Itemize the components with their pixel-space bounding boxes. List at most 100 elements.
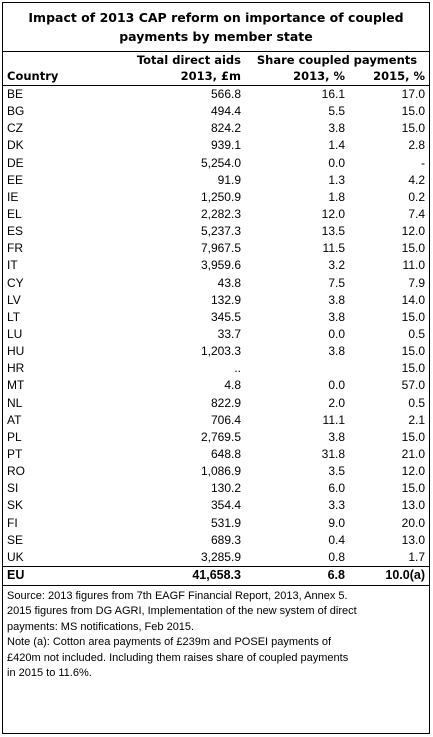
direct-aids-cell: 2,769.5 (200, 429, 241, 444)
country-cell: UK (7, 549, 24, 564)
table-row: BE 566.8 16.1 17.0 (3, 86, 429, 104)
country-cell: BG (7, 104, 25, 119)
share-2013-cell: 0.8 (328, 549, 345, 564)
direct-aids-cell: 824.2 (210, 121, 241, 136)
country-cell: EE (7, 172, 24, 187)
source-line-2: 2015 figures from DG AGRI, Implementatio… (7, 605, 357, 618)
direct-aids-cell: 132.9 (210, 292, 241, 307)
header-2015-pct: 2015, % (349, 68, 429, 86)
table-row: SK 354.4 3.3 13.0 (3, 497, 429, 514)
direct-aids-cell: 3,959.6 (200, 258, 241, 273)
country-cell: PT (7, 447, 23, 462)
share-2015-cell: 0.5 (408, 395, 425, 410)
share-2015-cell: 10.0(a) (349, 565, 429, 586)
table-title-line-1: Impact of 2013 CAP reform on importance … (28, 10, 404, 25)
eu-total-row: EU 41,658.3 6.8 10.0(a) (3, 565, 429, 586)
share-2015-cell: 7.4 (408, 207, 425, 222)
table-row: HR.. 15.0 (3, 360, 429, 377)
share-2015-cell: 15.0 (401, 361, 425, 376)
share-2013-cell: 0.4 (328, 532, 345, 547)
note-line-3: in 2015 to 11.6%. (7, 667, 92, 680)
country-cell: SI (7, 481, 19, 496)
country-cell: NL (7, 395, 23, 410)
share-2015-cell: 13.0 (401, 532, 425, 547)
table-row: EL 2,282.3 12.0 7.4 (3, 206, 429, 223)
direct-aids-cell: 1,203.3 (200, 344, 241, 359)
share-2013-cell: 1.8 (328, 189, 345, 204)
share-2015-cell: 15.0 (401, 481, 425, 496)
share-2015-cell: - (421, 155, 425, 170)
table-row: EE 91.9 1.3 4.2 (3, 172, 429, 189)
country-cell: FR (7, 241, 23, 256)
share-2013-cell: 3.8 (328, 292, 345, 307)
country-cell: AT (7, 412, 22, 427)
country-cell: CY (7, 275, 24, 290)
direct-aids-cell: 7,967.5 (200, 241, 241, 256)
direct-aids-cell: 706.4 (210, 412, 241, 427)
direct-aids-cell: 43.8 (217, 275, 241, 290)
share-2015-cell: 15.0 (401, 241, 425, 256)
header-2013-pct: 2013, % (245, 68, 349, 86)
table-notes: Source: 2013 figures from 7th EAGF Finan… (3, 586, 429, 682)
header-blank (3, 52, 97, 68)
share-2013-cell: 3.5 (328, 464, 345, 479)
share-2013-cell: 3.8 (328, 344, 345, 359)
share-2015-cell: 15.0 (401, 429, 425, 444)
share-2015-cell: 13.0 (401, 498, 425, 513)
table-row: UK 3,285.9 0.8 1.7 (3, 549, 429, 567)
share-2015-cell: 2.1 (408, 412, 425, 427)
country-cell: IT (7, 258, 18, 273)
country-cell: LV (7, 292, 21, 307)
share-2015-cell: 21.0 (401, 447, 425, 462)
table-row: DE 5,254.0 0.0 - (3, 155, 429, 172)
header-country: Country (3, 68, 97, 86)
direct-aids-cell: 531.9 (210, 515, 241, 530)
country-cell: LU (7, 327, 23, 342)
share-2015-cell: 2.8 (408, 138, 425, 153)
share-2013-cell: 3.3 (328, 498, 345, 513)
share-2013-cell: 1.4 (328, 138, 345, 153)
country-cell: SE (7, 532, 24, 547)
share-2015-cell: 7.9 (408, 275, 425, 290)
table-row: LV 132.9 3.8 14.0 (3, 292, 429, 309)
country-cell: HR (7, 361, 25, 376)
share-2015-cell: 0.2 (408, 189, 425, 204)
share-2015-cell: 15.0 (401, 121, 425, 136)
header-row-columns: Country 2013, £m 2013, % 2015, % (3, 68, 429, 86)
direct-aids-cell: .. (234, 361, 241, 376)
table-row: SE 689.3 0.4 13.0 (3, 532, 429, 549)
table-row: BG 494.4 5.5 15.0 (3, 103, 429, 120)
table-row: IE 1,250.9 1.8 0.2 (3, 189, 429, 206)
table-row: ES 5,237.3 13.5 12.0 (3, 223, 429, 240)
table-row: CZ 824.2 3.8 15.0 (3, 120, 429, 137)
share-2015-cell: 15.0 (401, 309, 425, 324)
share-2015-cell: 17.0 (401, 87, 425, 102)
country-cell: EU (3, 565, 97, 586)
table-row: SI 130.2 6.0 15.0 (3, 480, 429, 497)
country-cell: FI (7, 515, 18, 530)
country-cell: CZ (7, 121, 23, 136)
direct-aids-cell: 354.4 (210, 498, 241, 513)
direct-aids-cell: 566.8 (210, 87, 241, 102)
table-row: FI 531.9 9.0 20.0 (3, 515, 429, 532)
country-cell: EL (7, 207, 22, 222)
table-row: PL 2,769.5 3.8 15.0 (3, 429, 429, 446)
share-2013-cell: 1.3 (328, 172, 345, 187)
country-cell: DE (7, 155, 24, 170)
source-line-3: payments: MS notifications, Feb 2015. (7, 620, 195, 633)
table-row: RO 1,086.9 3.5 12.0 (3, 463, 429, 480)
share-2015-cell: 15.0 (401, 344, 425, 359)
table-row: HU 1,203.3 3.8 15.0 (3, 343, 429, 360)
direct-aids-cell: 2,282.3 (200, 207, 241, 222)
country-cell: HU (7, 344, 25, 359)
table-row: AT 706.4 11.1 2.1 (3, 412, 429, 429)
share-2015-cell: 1.7 (408, 549, 425, 564)
direct-aids-cell: 689.3 (210, 532, 241, 547)
share-2013-cell: 6.0 (328, 481, 345, 496)
share-2013-cell: 11.5 (322, 241, 345, 256)
country-cell: IE (7, 189, 19, 204)
direct-aids-cell: 939.1 (210, 138, 241, 153)
direct-aids-cell: 130.2 (210, 481, 241, 496)
country-cell: DK (7, 138, 24, 153)
share-2013-cell: 12.0 (321, 207, 345, 222)
